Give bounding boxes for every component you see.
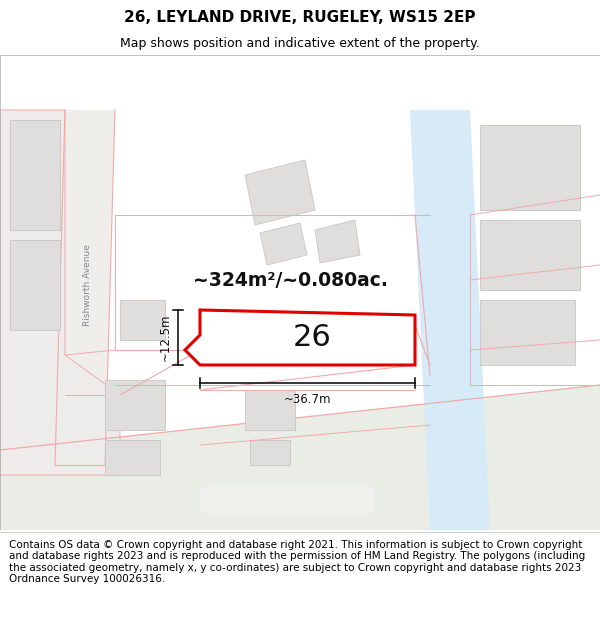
Text: ~36.7m: ~36.7m xyxy=(284,393,331,406)
Polygon shape xyxy=(480,300,575,365)
Text: Map shows position and indicative extent of the property.: Map shows position and indicative extent… xyxy=(120,38,480,51)
Polygon shape xyxy=(10,240,60,330)
Polygon shape xyxy=(0,385,600,530)
Text: ~324m²/~0.080ac.: ~324m²/~0.080ac. xyxy=(193,271,388,289)
Polygon shape xyxy=(245,390,295,430)
Polygon shape xyxy=(10,120,60,230)
Polygon shape xyxy=(480,220,580,290)
Text: 26: 26 xyxy=(293,323,332,352)
Polygon shape xyxy=(0,110,120,475)
Polygon shape xyxy=(260,223,307,265)
Polygon shape xyxy=(55,110,115,465)
Polygon shape xyxy=(105,440,160,475)
Text: Contains OS data © Crown copyright and database right 2021. This information is : Contains OS data © Crown copyright and d… xyxy=(9,539,585,584)
Polygon shape xyxy=(410,110,490,530)
Polygon shape xyxy=(250,440,290,465)
FancyBboxPatch shape xyxy=(200,487,375,513)
Polygon shape xyxy=(120,300,165,340)
Polygon shape xyxy=(185,310,415,365)
Text: 26, LEYLAND DRIVE, RUGELEY, WS15 2EP: 26, LEYLAND DRIVE, RUGELEY, WS15 2EP xyxy=(124,10,476,25)
Polygon shape xyxy=(245,160,315,225)
Polygon shape xyxy=(105,380,165,430)
Polygon shape xyxy=(480,125,580,210)
Polygon shape xyxy=(315,220,360,263)
Text: ~12.5m: ~12.5m xyxy=(159,314,172,361)
Text: Rishworth Avenue: Rishworth Avenue xyxy=(83,244,91,326)
